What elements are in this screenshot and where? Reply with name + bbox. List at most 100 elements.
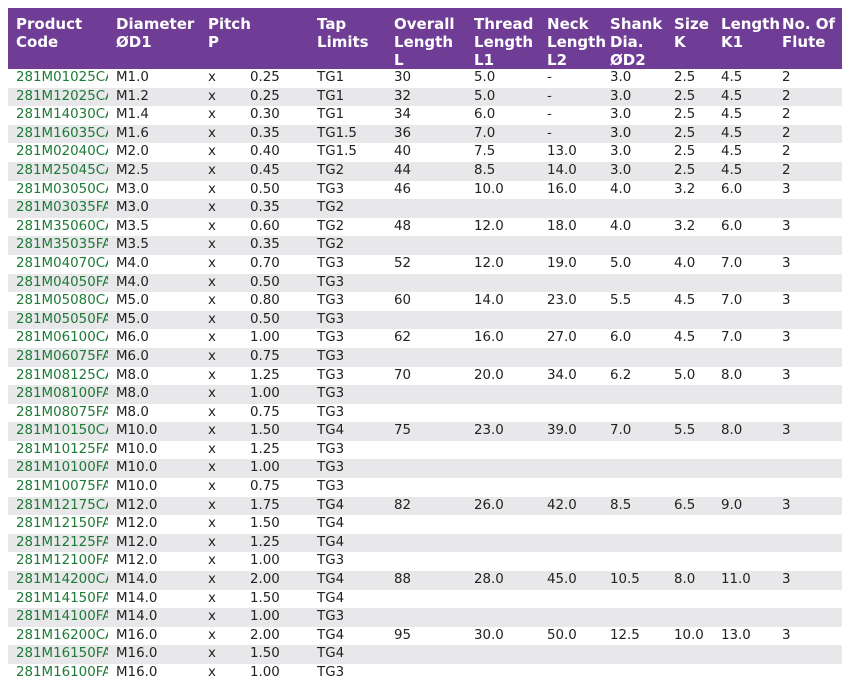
cell-overall-length [386, 274, 466, 293]
cell-length-k1 [713, 274, 774, 293]
cell-length-k1: 4.5 [721, 125, 743, 141]
cell-size-k: 4.5 [674, 293, 696, 309]
cell-diameter: M5.0 [116, 293, 149, 309]
cell-tap-limits: TG4 [317, 497, 345, 513]
cell-overall-length: 52 [394, 255, 412, 271]
cell-tap-limits: TG3 [317, 348, 345, 364]
cell-neck-length [539, 348, 602, 367]
cell-thread-length [466, 311, 539, 330]
cell-pitch-value: 1.00 [250, 386, 280, 402]
table-row: 281M02040CA M2.0 x 0.40 TG1.5 40 7.5 13.0 3.0 2.5… [8, 143, 842, 162]
cell-pitch-value: 0.35 [250, 125, 280, 141]
cell-flute-count: 3 [782, 367, 791, 383]
cell-thread-length [466, 236, 539, 255]
header-length-k1: Length K1 [721, 15, 781, 51]
cell-size-k [666, 478, 713, 497]
cell-flute-count [774, 441, 842, 460]
cell-product-code: 281M16035CA [16, 125, 108, 141]
cell-tap-limits: TG3 [317, 479, 345, 495]
cell-tap-limits: TG4 [317, 516, 345, 532]
cell-shank-dia [602, 645, 666, 664]
cell-overall-length [386, 478, 466, 497]
cell-flute-count [774, 664, 842, 683]
cell-length-k1: 4.5 [721, 70, 743, 85]
cell-flute-count: 2 [782, 70, 791, 85]
cell-product-code: 281M01025CA [16, 70, 108, 85]
cell-tap-limits: TG3 [317, 665, 345, 680]
cell-neck-length [539, 441, 602, 460]
cell-thread-length: 12.0 [474, 218, 504, 234]
cell-diameter: M10.0 [116, 479, 158, 495]
cell-thread-length: 7.5 [474, 144, 496, 160]
cell-shank-dia: 3.0 [610, 125, 632, 141]
cell-shank-dia [602, 459, 666, 478]
cell-size-k: 2.5 [674, 88, 696, 104]
cell-product-code: 281M14200CA [16, 572, 108, 588]
cell-pitch-value: 0.35 [250, 200, 280, 216]
cell-shank-dia: 7.0 [610, 423, 632, 439]
cell-shank-dia [602, 664, 666, 683]
cell-pitch-x: x [208, 237, 216, 253]
cell-thread-length: 10.0 [474, 181, 504, 197]
cell-pitch-x: x [208, 590, 216, 606]
cell-flute-count: 2 [782, 144, 791, 160]
header-pitch: Pitch P [208, 15, 251, 51]
cell-size-k [666, 590, 713, 609]
cell-shank-dia [602, 515, 666, 534]
cell-pitch-value: 1.25 [250, 534, 280, 550]
cell-diameter: M10.0 [116, 460, 158, 476]
table-row: 281M25045CA M2.5 x 0.45 TG2 44 8.5 14.0 3.0 2.5 4.… [8, 161, 843, 181]
cell-length-k1: 6.0 [721, 218, 743, 234]
cell-pitch-value: 0.70 [250, 255, 280, 271]
cell-product-code: 281M35060CA [16, 218, 108, 234]
cell-length-k1 [713, 311, 774, 330]
cell-thread-length [466, 348, 539, 367]
cell-size-k: 10.0 [674, 627, 704, 643]
cell-flute-count: 3 [782, 497, 791, 513]
header-shank-dia: Shank Dia. ØD2 [610, 15, 663, 69]
cell-pitch-value: 0.45 [250, 162, 280, 178]
cell-size-k [666, 534, 713, 553]
cell-pitch-value: 1.00 [250, 553, 280, 569]
cell-tap-limits: TG4 [317, 646, 345, 662]
table-row: 281M10150CA M10.0 x 1.50 TG4 75 23.0 39.0 7.0 5.5… [8, 422, 843, 441]
cell-flute-count [774, 385, 842, 404]
cell-neck-length [539, 459, 602, 478]
cell-flute-count [774, 199, 842, 218]
cell-flute-count: 3 [782, 572, 791, 588]
cell-pitch-x: x [208, 665, 216, 680]
cell-flute-count: 2 [782, 125, 791, 141]
cell-size-k [666, 441, 713, 460]
cell-flute-count [774, 348, 842, 367]
cell-diameter: M6.0 [116, 330, 149, 346]
cell-size-k [666, 385, 713, 404]
cell-length-k1: 4.5 [721, 88, 743, 104]
cell-length-k1: 9.0 [721, 497, 743, 513]
cell-tap-limits: TG3 [317, 330, 345, 346]
cell-tap-limits: TG3 [317, 386, 345, 402]
cell-size-k: 8.0 [674, 572, 696, 588]
table-row: 281M14030CA M1.4 x 0.30 TG1 34 6.0 - 3.0 2.5 4.5 2 [8, 106, 842, 125]
header-overall-length: Overall Length L [394, 15, 455, 69]
cell-diameter: M10.0 [116, 423, 158, 439]
cell-thread-length [466, 552, 539, 571]
cell-pitch-value: 0.60 [250, 218, 280, 234]
cell-pitch-value: 0.25 [250, 88, 280, 104]
cell-pitch-value: 0.80 [250, 293, 280, 309]
cell-size-k: 6.5 [674, 497, 696, 513]
cell-pitch-x: x [208, 162, 216, 178]
cell-size-k [666, 404, 713, 423]
cell-size-k [666, 645, 713, 664]
cell-tap-limits: TG4 [317, 534, 345, 550]
cell-pitch-x: x [208, 70, 216, 85]
cell-product-code: 281M10125FA [16, 441, 108, 457]
cell-pitch-x: x [208, 609, 216, 625]
table-row: 281M08125CA M8.0 x 1.25 TG3 70 20.0 34.0 6.2 5.0 8… [8, 367, 842, 386]
cell-shank-dia: 6.2 [610, 367, 632, 383]
cell-diameter: M1.6 [116, 125, 149, 141]
cell-shank-dia: 3.0 [610, 162, 632, 178]
cell-flute-count [774, 552, 842, 571]
cell-product-code: 281M06075FA [16, 348, 108, 364]
cell-thread-length: 26.0 [474, 497, 504, 513]
cell-overall-length [386, 664, 466, 683]
